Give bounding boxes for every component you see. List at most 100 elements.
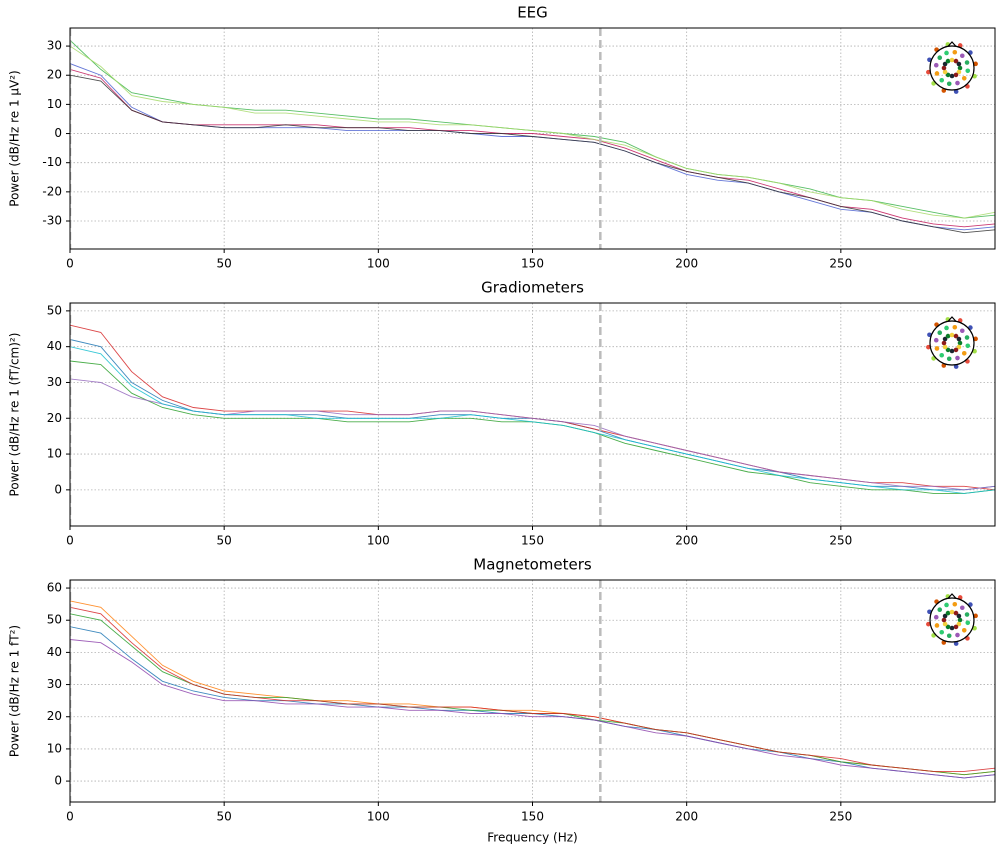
psd-trace [70,74,995,234]
sensor-dot [973,613,978,619]
sensor-dot [973,336,978,342]
sensor-dot [965,68,971,74]
psd-trace [70,346,995,494]
panel-title: EEG [517,4,548,22]
sensor-dot [964,335,970,340]
sensor-dot [953,58,959,64]
sensor-dot [953,364,959,369]
y-tick-label: 50 [47,613,62,627]
y-axis-label: Power (dB/Hz re 1 fT²) [8,625,22,757]
sensor-dot [953,641,959,646]
y-tick-label: 30 [47,375,62,389]
x-tick-label: 200 [675,534,698,548]
y-tick-label: 50 [47,303,62,317]
sensor-dot [934,71,940,76]
y-tick-label: 0 [54,774,62,788]
y-tick-label: -10 [42,155,62,169]
sensor-dot [955,632,960,638]
sensor-dot [944,602,949,608]
psd-trace [70,339,995,491]
sensor-dot [956,69,962,75]
y-axis-label: Power (dB/Hz re 1 (fT/cm)²) [8,333,22,497]
sensor-dot [953,347,959,353]
sensor-dot [939,77,945,83]
sensor-dot [964,612,970,617]
sensor-dot [957,340,963,346]
sensor-dot [956,621,962,627]
x-tick-label: 0 [66,257,74,271]
psd-trace [70,606,995,772]
sensor-dot [957,65,963,71]
sensor-dot [949,73,955,79]
x-tick-label: 100 [367,810,390,824]
sensor-dot [946,81,952,87]
sensor-dot [959,53,965,59]
sensor-dot [939,629,945,635]
sensor-dot [949,348,955,354]
sensor-dot [945,610,951,616]
x-tick-label: 250 [829,810,852,824]
sensor-dot [941,65,947,71]
sensor-dot [926,344,931,350]
sensor-dot [956,336,962,342]
y-tick-label: 10 [47,741,62,755]
psd-trace [70,378,995,491]
sensor-dot [945,347,951,353]
sensor-dot [949,57,955,63]
sensor-dot [946,633,952,639]
sensor-dot [949,609,955,615]
sensor-dot [934,346,940,351]
sensor-dot [937,55,943,61]
panel-title: Gradiometers [481,279,584,297]
sensor-dot [937,330,943,336]
head-nose [947,41,957,47]
y-tick-label: 40 [47,645,62,659]
x-tick-label: 150 [521,534,544,548]
sensor-dot [959,328,965,334]
y-tick-label: -30 [42,214,62,228]
sensor-dot [941,340,947,346]
y-tick-label: 30 [47,677,62,691]
y-axis-label: Power (dB/Hz re 1 µV²) [8,70,22,206]
y-tick-label: -20 [42,184,62,198]
panel-title: Magnetometers [473,556,592,574]
sensor-dot [961,350,967,356]
sensor-dot [952,49,958,55]
head-nose [947,316,957,322]
sensor-dot [933,337,939,343]
sensor-dot [973,61,978,67]
sensor-dot [956,613,962,619]
x-axis-label: Frequency (Hz) [487,831,578,845]
x-tick-label: 200 [675,257,698,271]
psd-trace [70,639,995,779]
sensor-dot [945,58,951,64]
sensor-dot [953,610,959,616]
head-outline [929,320,975,366]
sensor-dot [961,627,967,633]
sensor-dot [949,625,955,631]
x-tick-label: 250 [829,257,852,271]
y-tick-label: 20 [47,709,62,723]
traces [70,28,995,249]
sensor-dot [956,344,962,350]
y-tick-label: 10 [47,97,62,111]
sensor-dot [964,60,970,65]
axes-frame [69,27,996,250]
sensor-dot [961,75,967,81]
sensor-dot [952,601,958,607]
y-tick-label: 30 [47,39,62,53]
sensor-dot [949,332,955,338]
sensor-dot [942,336,948,342]
x-tick-label: 50 [217,810,232,824]
sensor-dot [933,614,939,620]
sensor-dot [937,607,943,613]
sensor-dot [944,325,949,331]
sensor-dot [942,69,948,75]
sensor-dot [942,613,948,619]
x-tick-label: 100 [367,257,390,271]
sensor-dot [926,69,931,75]
x-tick-label: 50 [217,534,232,548]
sensor-dot [934,623,940,628]
sensor-dot [955,355,960,361]
